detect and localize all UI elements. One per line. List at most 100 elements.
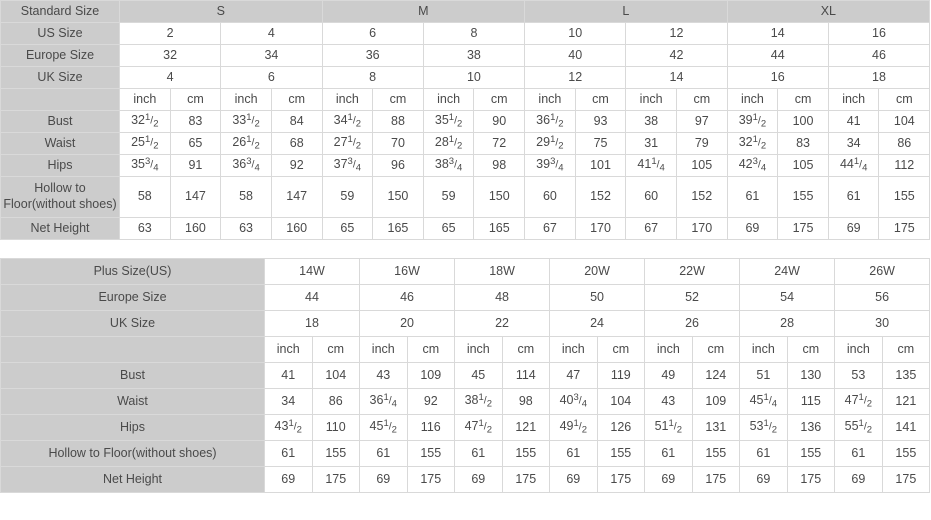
measure-value: 105 (777, 154, 829, 177)
measure-value: 69 (264, 466, 313, 493)
mixed-fraction: 251/2 (131, 134, 159, 153)
size-value: 18 (263, 310, 361, 337)
measure-value: 373/4 (321, 154, 374, 177)
size-value: 18 (827, 66, 931, 89)
mixed-fraction: 451/4 (749, 392, 778, 411)
size-value: 2 (118, 22, 222, 45)
measure-value: 41 (264, 362, 313, 389)
table-gap (0, 240, 931, 258)
size-group-header-xl: XL (726, 0, 931, 23)
mixed-fraction: 291/2 (536, 134, 564, 153)
measure-value: 61 (549, 440, 598, 467)
table-row: Hips 353/4 91 363/4 92 373/4 96 383/4 98 393/4 101… (0, 154, 931, 177)
mixed-fraction: 391/2 (738, 112, 767, 131)
mixed-fraction: 551/2 (844, 418, 873, 437)
measure-value: 88 (372, 110, 424, 133)
measure-value: 121 (501, 414, 551, 441)
unit-header-cm: cm (574, 88, 627, 111)
size-value: 14 (726, 22, 829, 45)
mixed-fraction: 471/2 (464, 418, 492, 437)
measure-value: 321/2 (119, 110, 171, 133)
table-row: Bust 321/2 83 331/2 84 341/2 88 351/2 90 361/2 93 3… (0, 110, 931, 133)
measure-value: 363/4 (220, 154, 272, 177)
unit-header-inch: inch (625, 88, 677, 111)
measure-value: 61 (264, 440, 313, 467)
mixed-fraction: 441/4 (839, 156, 868, 175)
mixed-fraction: 363/4 (232, 156, 260, 175)
measure-value: 63 (220, 217, 272, 240)
measure-value: 90 (473, 110, 526, 133)
mixed-fraction: 393/4 (536, 156, 564, 175)
measure-value: 104 (311, 362, 361, 389)
size-value: 34 (220, 44, 323, 67)
row-label-waist: Waist (0, 388, 265, 415)
measure-value: 271/2 (321, 132, 374, 155)
measure-value: 136 (786, 414, 836, 441)
mixed-fraction: 471/2 (844, 392, 873, 411)
measure-value: 91 (169, 154, 222, 177)
measure-value: 160 (169, 217, 222, 240)
mixed-fraction: 381/2 (464, 392, 492, 411)
measure-value: 61 (454, 440, 503, 467)
measure-value: 79 (675, 132, 728, 155)
measure-value: 60 (625, 176, 677, 218)
size-value: 4 (220, 22, 323, 45)
unit-header-cm: cm (675, 88, 728, 111)
measure-value: 65 (321, 217, 374, 240)
measure-value: 105 (675, 154, 728, 177)
mixed-fraction: 383/4 (434, 156, 463, 175)
mixed-fraction: 321/2 (738, 134, 767, 153)
measure-value: 261/2 (220, 132, 272, 155)
size-value: 14 (625, 66, 728, 89)
measure-value: 155 (691, 440, 741, 467)
unit-header-inch: inch (454, 336, 503, 363)
measure-value: 67 (625, 217, 677, 240)
plus-size-value: 16W (359, 258, 456, 285)
size-value: 54 (739, 284, 836, 311)
measure-value: 155 (406, 440, 456, 467)
measure-value: 175 (596, 466, 646, 493)
measure-value: 109 (406, 362, 456, 389)
row-label-uk-size: UK Size (0, 66, 120, 89)
measure-value: 72 (473, 132, 526, 155)
unit-header-cm: cm (786, 336, 836, 363)
table-row: Hips 431/2 110 451/2 116 471/2 121 491/2 126 511/… (0, 414, 931, 441)
size-value: 22 (454, 310, 551, 337)
unit-header-cm: cm (691, 336, 741, 363)
measure-value: 155 (878, 176, 931, 218)
measure-value: 114 (501, 362, 551, 389)
size-value: 46 (359, 284, 456, 311)
measure-value: 331/2 (220, 110, 272, 133)
measure-value: 45 (454, 362, 503, 389)
unit-header-inch: inch (644, 336, 693, 363)
size-value: 12 (625, 22, 728, 45)
measure-value: 170 (574, 217, 627, 240)
measure-value: 155 (786, 440, 836, 467)
mixed-fraction: 361/2 (536, 112, 564, 131)
measure-value: 431/2 (264, 414, 313, 441)
measure-value: 69 (549, 466, 598, 493)
measure-value: 341/2 (321, 110, 374, 133)
size-value: 36 (321, 44, 424, 67)
measure-value: 69 (359, 466, 408, 493)
measure-value: 152 (574, 176, 627, 218)
measure-value: 170 (675, 217, 728, 240)
mixed-fraction: 351/2 (434, 112, 463, 131)
measure-value: 60 (524, 176, 576, 218)
measure-value: 75 (574, 132, 627, 155)
measure-value: 70 (372, 132, 424, 155)
unit-header-cm: cm (311, 336, 361, 363)
table-row: Waist 34 86 361/4 92 381/2 98 403/4 104 43 109 451/… (0, 388, 931, 415)
size-value: 16 (827, 22, 931, 45)
measure-value: 98 (473, 154, 526, 177)
measure-value: 61 (726, 176, 779, 218)
measure-value: 61 (827, 176, 880, 218)
table-row: Europe Size 44 46 48 50 52 54 56 (0, 284, 931, 311)
row-label-bust: Bust (0, 110, 120, 133)
measure-value: 104 (878, 110, 931, 133)
measure-value: 383/4 (422, 154, 475, 177)
measure-value: 147 (169, 176, 222, 218)
measure-value: 104 (596, 388, 646, 415)
measure-value: 69 (739, 466, 788, 493)
